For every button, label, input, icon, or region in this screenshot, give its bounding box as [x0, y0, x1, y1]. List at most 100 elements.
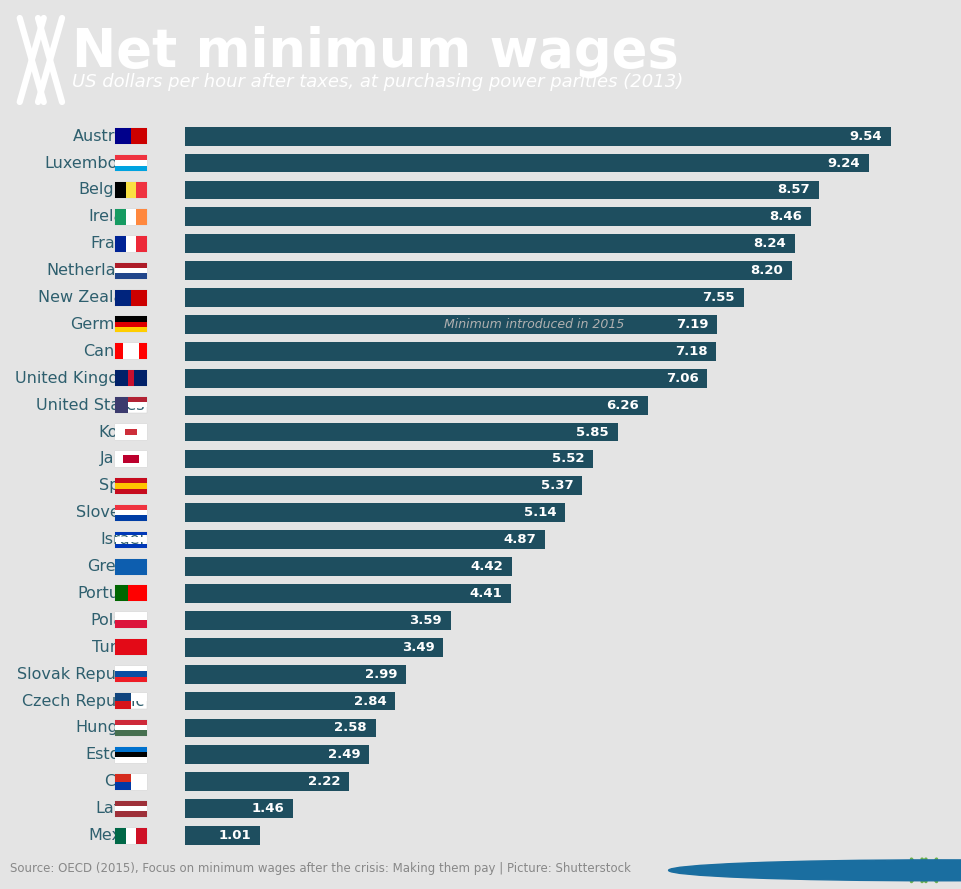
Text: 2.22: 2.22 — [308, 775, 340, 789]
Bar — [185, 557, 511, 576]
Bar — [115, 316, 146, 322]
Text: Germany: Germany — [70, 317, 144, 332]
Text: 8.46: 8.46 — [769, 211, 801, 223]
Bar — [115, 128, 146, 144]
Bar — [136, 236, 146, 252]
Bar — [115, 725, 146, 731]
Text: Poland: Poland — [90, 613, 144, 628]
Bar — [115, 811, 146, 817]
Bar — [115, 773, 131, 781]
Text: Slovenia: Slovenia — [76, 505, 144, 520]
Bar — [138, 343, 146, 359]
Bar — [185, 799, 293, 818]
Bar — [126, 828, 136, 844]
Bar — [115, 806, 146, 812]
Bar — [115, 343, 123, 359]
Bar — [115, 327, 146, 332]
Bar — [115, 613, 146, 621]
Bar — [185, 180, 819, 199]
Bar — [131, 128, 146, 144]
Bar — [115, 424, 146, 440]
Bar — [128, 370, 134, 386]
Bar — [115, 801, 146, 806]
Bar — [115, 370, 146, 386]
Text: Minimum introduced in 2015: Minimum introduced in 2015 — [444, 318, 624, 331]
Bar — [115, 516, 146, 521]
Bar — [185, 342, 716, 361]
Text: 3.59: 3.59 — [408, 613, 441, 627]
Text: US dollars per hour after taxes, at purchasing power parities (2013): US dollars per hour after taxes, at purc… — [72, 73, 682, 92]
Text: 8.20: 8.20 — [750, 264, 782, 277]
Text: Net minimum wages: Net minimum wages — [72, 27, 678, 78]
Text: 4.42: 4.42 — [470, 560, 503, 573]
Bar — [185, 665, 406, 684]
Bar — [123, 343, 138, 359]
Bar — [115, 666, 146, 671]
Bar — [115, 236, 146, 252]
Bar — [115, 621, 146, 629]
Text: New Zealand: New Zealand — [38, 290, 144, 305]
Bar — [115, 424, 146, 440]
Bar — [115, 544, 146, 548]
Bar — [115, 268, 146, 274]
Text: 7.06: 7.06 — [665, 372, 698, 385]
Text: Estonia: Estonia — [86, 748, 144, 763]
Bar — [115, 155, 146, 161]
Text: 5.37: 5.37 — [540, 479, 573, 493]
Text: 2.49: 2.49 — [328, 749, 360, 761]
Bar — [123, 455, 138, 463]
Bar — [126, 182, 136, 198]
Bar — [136, 182, 146, 198]
Bar — [185, 422, 617, 442]
Bar — [115, 693, 146, 701]
Text: 9.54: 9.54 — [849, 130, 881, 142]
Bar — [115, 322, 146, 327]
Bar — [128, 586, 146, 602]
Bar — [115, 262, 146, 278]
Bar — [185, 611, 450, 629]
Bar — [115, 693, 146, 709]
Text: United States: United States — [36, 397, 144, 412]
Text: Israel: Israel — [100, 533, 144, 547]
Text: Korea: Korea — [99, 425, 144, 439]
Circle shape — [668, 860, 961, 881]
Bar — [115, 693, 131, 701]
Bar — [115, 165, 146, 171]
Text: 7.18: 7.18 — [674, 345, 706, 358]
Bar — [185, 477, 581, 495]
Bar — [115, 720, 146, 725]
Bar — [185, 530, 545, 549]
Text: 6.26: 6.26 — [606, 398, 639, 412]
Text: Ireland: Ireland — [88, 209, 144, 224]
Bar — [115, 477, 146, 483]
Text: 5.85: 5.85 — [576, 426, 608, 438]
Bar — [115, 397, 146, 413]
Bar — [115, 451, 146, 467]
Bar — [115, 477, 146, 494]
Text: Spain: Spain — [99, 478, 144, 493]
Bar — [185, 773, 349, 791]
Text: Portugal: Portugal — [78, 586, 144, 601]
Bar — [115, 155, 146, 171]
Text: Luxembourg: Luxembourg — [44, 156, 144, 171]
Bar — [185, 745, 369, 765]
Text: Netherlands: Netherlands — [46, 263, 144, 278]
Text: OECD: OECD — [914, 863, 960, 877]
Bar — [136, 828, 146, 844]
Text: Japan: Japan — [99, 452, 144, 467]
Bar — [115, 613, 146, 629]
Bar — [115, 677, 146, 682]
Text: Belgium: Belgium — [78, 182, 144, 197]
Bar — [115, 828, 126, 844]
Bar — [115, 639, 146, 655]
Bar — [115, 370, 146, 386]
Text: Turkey: Turkey — [91, 640, 144, 654]
Bar — [115, 489, 146, 494]
Bar — [131, 773, 146, 781]
Bar — [115, 720, 146, 736]
Bar — [115, 666, 146, 682]
Bar — [115, 505, 146, 521]
Text: Source: OECD (2015), Focus on minimum wages after the crisis: Making them pay | : Source: OECD (2015), Focus on minimum wa… — [10, 862, 629, 875]
Text: 3.49: 3.49 — [401, 641, 434, 653]
Bar — [185, 369, 706, 388]
